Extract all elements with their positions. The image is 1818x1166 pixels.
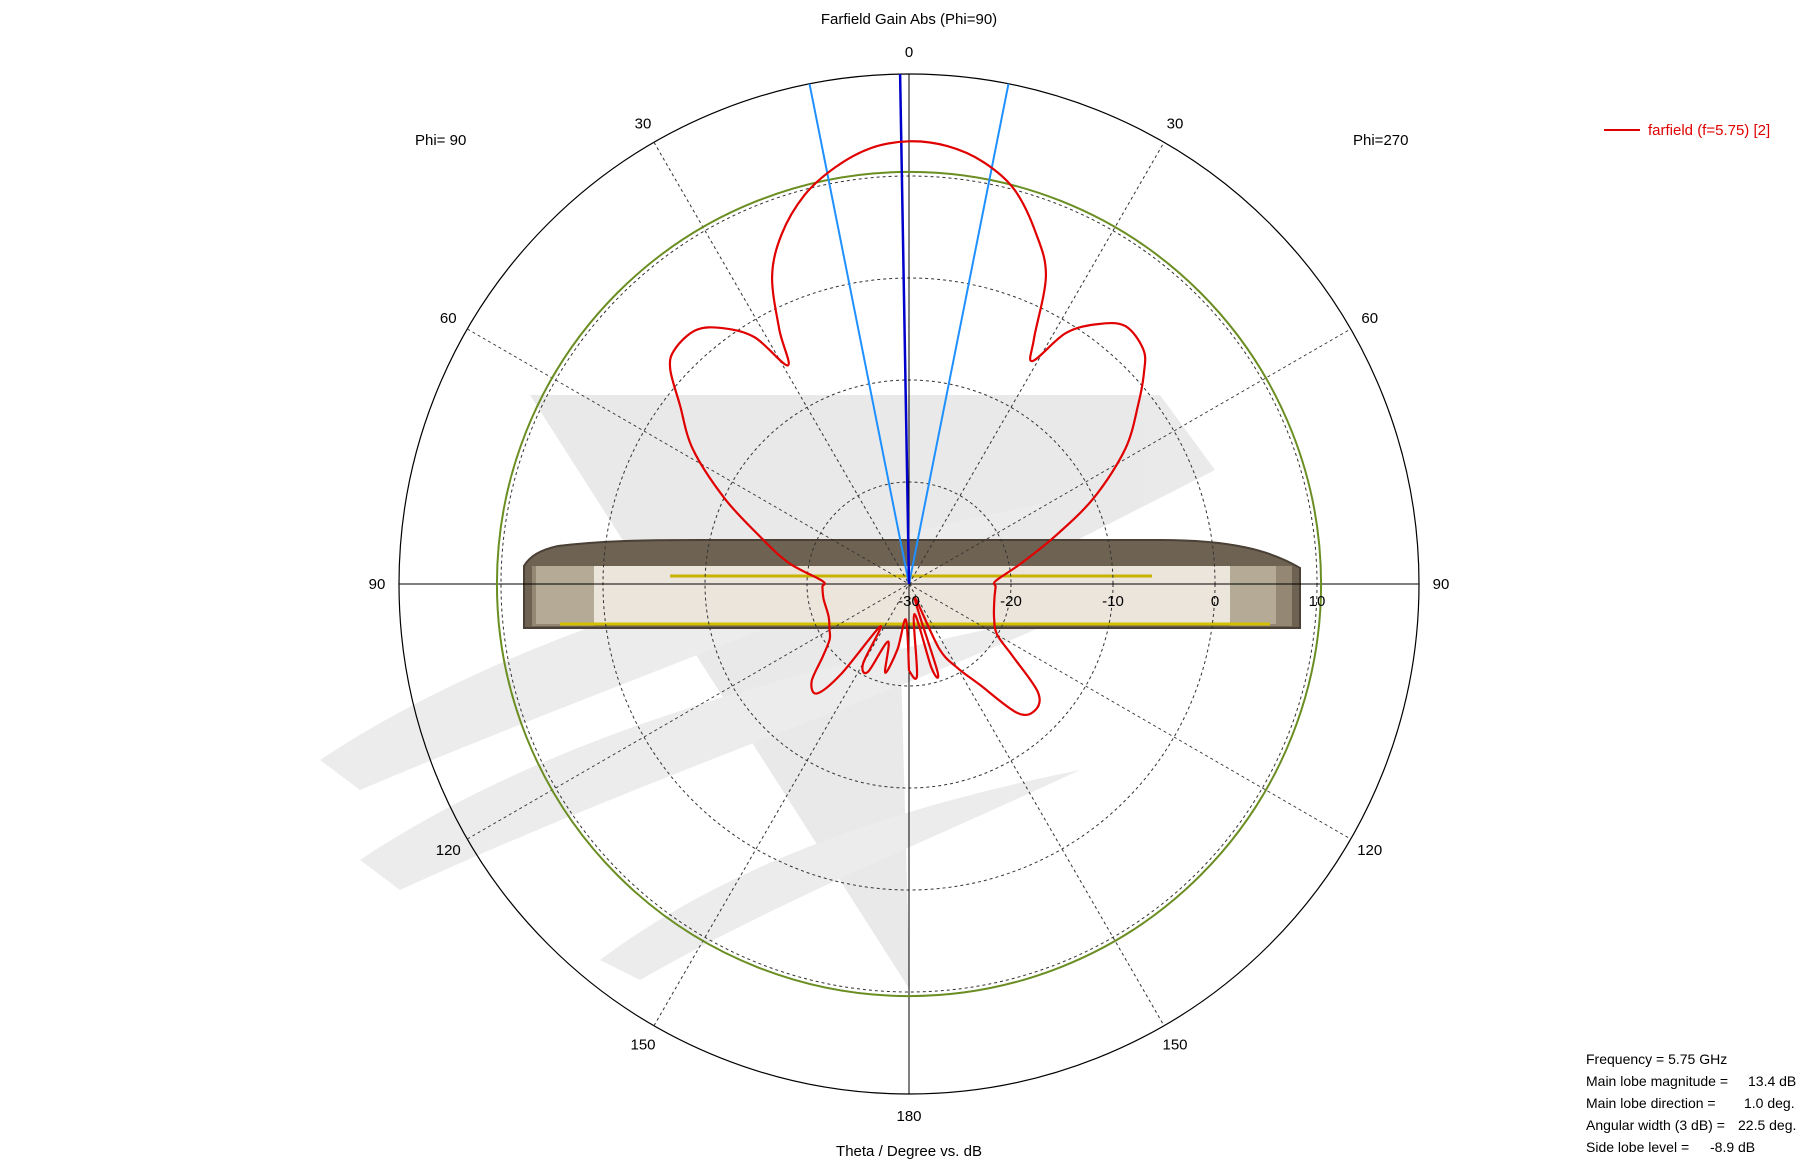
stat-side-lobe-label: Side lobe level = (1586, 1139, 1690, 1155)
series-line-farfield (668, 140, 1147, 717)
radial-tick-label: -10 (1102, 593, 1124, 610)
angle-tick-label: 90 (1433, 576, 1450, 593)
radial-tick-labels: -30 -20 -10 0 10 (898, 593, 1325, 610)
radial-tick-label: -20 (1000, 593, 1022, 610)
stat-main-lobe-direction-label: Main lobe direction = (1586, 1095, 1716, 1111)
radial-tick-label: -30 (898, 593, 920, 610)
angle-tick-label: 150 (630, 1037, 655, 1054)
x-axis-label: Theta / Degree vs. dB (836, 1143, 982, 1160)
stat-main-lobe-direction-value: 1.0 deg. (1744, 1095, 1795, 1111)
stat-angular-width-value: 22.5 deg. (1738, 1117, 1797, 1133)
antenna-cad-view (523, 539, 1301, 629)
angle-tick-label: 120 (436, 842, 461, 859)
angle-tick-label: 150 (1162, 1037, 1187, 1054)
angle-tick-label: 90 (369, 576, 386, 593)
stat-side-lobe-value: -8.9 dB (1710, 1139, 1756, 1155)
reference-circle (495, 170, 1323, 998)
angle-tick-label: 180 (896, 1108, 921, 1125)
legend: farfield (f=5.75) [2] (1604, 118, 1804, 142)
stat-main-lobe-magnitude-label: Main lobe magnitude = (1586, 1073, 1729, 1089)
side-label-right: Phi=270 (1353, 132, 1408, 149)
angle-tick-label: 30 (1167, 115, 1184, 132)
legend-label: farfield (f=5.75) [2] (1648, 122, 1770, 139)
beamwidth-edge-line (808, 83, 910, 585)
side-label-left: Phi= 90 (415, 132, 466, 149)
stats-panel: Frequency = 5.75 GHz Main lobe magnitude… (1586, 1048, 1806, 1162)
radial-tick-label: 10 (1309, 593, 1326, 610)
angle-tick-label: 30 (635, 115, 652, 132)
angle-tick-label: 120 (1357, 842, 1382, 859)
stat-angular-width-label: Angular width (3 dB) = (1586, 1117, 1725, 1133)
angle-tick-label: 0 (905, 44, 913, 61)
watermark-logo (320, 395, 1215, 990)
radial-tick-label: 0 (1211, 593, 1219, 610)
chart-title: Farfield Gain Abs (Phi=90) (821, 11, 997, 28)
stat-frequency: Frequency = 5.75 GHz (1586, 1051, 1728, 1067)
angle-tick-label: 60 (440, 310, 457, 327)
stat-main-lobe-magnitude-value: 13.4 dB (1748, 1073, 1797, 1089)
angle-tick-label: 60 (1361, 310, 1378, 327)
angle-tick-labels: 0 30 60 90 120 150 180 150 120 90 60 30 (369, 44, 1450, 1125)
legend-swatch-svg: farfield (f=5.75) [2] (1604, 122, 1770, 139)
main-lobe-direction-line (898, 74, 911, 585)
